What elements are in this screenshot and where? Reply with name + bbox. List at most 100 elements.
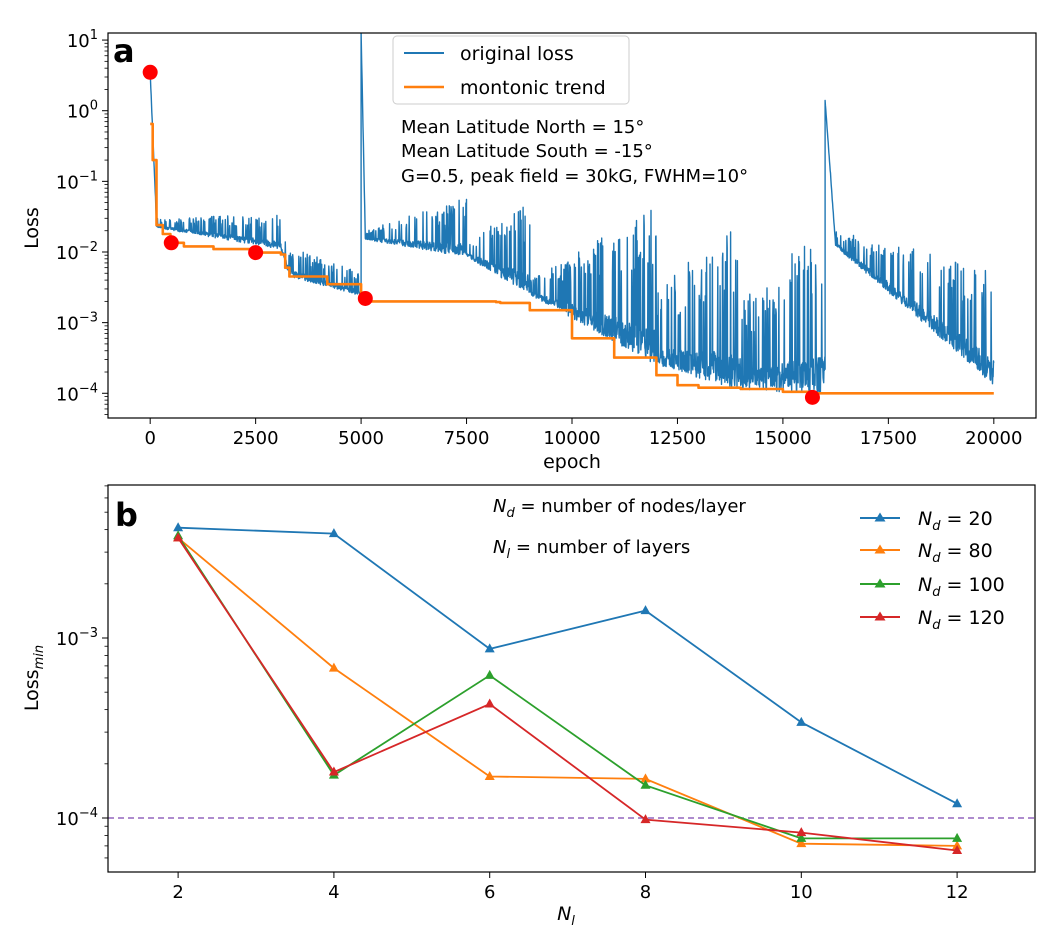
- legend-nd-100-value: = 100: [940, 574, 1004, 596]
- panel-a-x-axis: 0 2500 5000 7500 10000 12500 15000 17500 20000: [144, 418, 1022, 449]
- series-nd--100: [173, 530, 963, 842]
- legend-marker-nd-20: [874, 512, 886, 522]
- panel-b-x-tick-label: 10: [790, 882, 813, 903]
- annotation-nd-definition: Nd = number of nodes/layer: [493, 496, 746, 521]
- series-line: [177, 535, 958, 840]
- panel-b-letter: b: [115, 496, 138, 534]
- minimum-marker: [804, 389, 820, 405]
- panel-a-annotation: Mean Latitude North = 15° Mean Latitude …: [401, 117, 748, 187]
- panel-b-x-label: Nl: [557, 903, 575, 929]
- panel-a-x-label: epoch: [543, 451, 601, 473]
- annot-nd-text: = number of nodes/layer: [515, 496, 747, 517]
- panel-a-legend: original loss montonic trend: [392, 35, 630, 105]
- panel-b-y-axis: 10−3 10−4: [56, 485, 108, 859]
- data-point-marker: [796, 716, 807, 726]
- data-point-marker: [640, 814, 651, 824]
- data-point-marker: [328, 528, 339, 538]
- legend-label-nd-80: Nd = 80: [918, 540, 993, 566]
- data-point-marker: [173, 522, 184, 532]
- panel-b-annotation: Nd = number of nodes/layer Nl = number o…: [493, 496, 746, 562]
- annot-nd-sym: N: [493, 496, 506, 517]
- data-point-marker: [328, 766, 339, 776]
- series-line: [178, 526, 958, 805]
- series-nd--20: [173, 522, 963, 808]
- series-nd--80: [173, 532, 963, 850]
- annotation-field-params: G=0.5, peak field = 30kG, FWHM=10°: [401, 166, 748, 187]
- data-point-marker: [484, 698, 495, 708]
- data-point-marker: [796, 832, 807, 842]
- panel-a-x-tick-label: 15000: [754, 428, 811, 449]
- panel-a-x-tick-label: 2500: [233, 428, 279, 449]
- legend-label-original-loss: original loss: [460, 43, 574, 65]
- series-line: [177, 537, 958, 852]
- minimum-marker: [248, 245, 264, 261]
- panel-a-x-tick-label: 17500: [860, 428, 917, 449]
- data-point-marker: [952, 832, 963, 842]
- data-point-marker: [484, 669, 495, 679]
- panel-a-y-tick-label: 10−4: [56, 381, 98, 405]
- panel-a-x-tick-label: 5000: [338, 428, 384, 449]
- panel-a-y-tick-label: 10−2: [56, 240, 98, 264]
- panel-b-x-tick-label: 4: [328, 882, 339, 903]
- panel-a-y-tick-label: 10−1: [56, 169, 98, 193]
- data-point-marker: [328, 662, 339, 672]
- panel-a-x-tick-label: 12500: [649, 428, 706, 449]
- panel-a-y-axis: 101 100 10−1 10−2 10−3 10−4: [56, 28, 108, 415]
- legend-nd-80-sub: d: [932, 551, 941, 566]
- minimum-marker: [163, 235, 179, 251]
- legend-marker-nd-100: [874, 578, 886, 588]
- panel-b-x-tick-label: 8: [640, 882, 651, 903]
- panel-a-y-tick-label: 101: [67, 28, 98, 52]
- legend-nd-20-sub: d: [932, 519, 941, 534]
- series-nd--120: [173, 532, 963, 854]
- data-point-marker: [640, 773, 651, 783]
- legend-label-nd-120: Nd = 120: [918, 607, 1005, 633]
- panel-b-axes-frame: [107, 484, 1036, 873]
- legend-nd-100-sym: N: [918, 574, 932, 596]
- data-point-marker: [484, 771, 495, 781]
- panel-a-y-tick-label: 10−3: [56, 311, 98, 335]
- panel-b-x-axis: 2 4 6 8 10 12: [172, 872, 969, 903]
- panel-b-plot-area: [108, 522, 1035, 854]
- panel-b-x-tick-label: 6: [484, 882, 495, 903]
- legend-nd-80-sym: N: [918, 540, 932, 562]
- legend-nd-80-value: = 80: [940, 540, 992, 562]
- legend-label-nd-20: Nd = 20: [918, 508, 993, 534]
- panel-a-y-tick-label: 100: [67, 99, 98, 123]
- legend-nd-120-sym: N: [918, 607, 932, 629]
- y-label-subscript: min: [32, 645, 47, 670]
- annotation-nl-definition: Nl = number of layers: [493, 537, 690, 562]
- series-line: [177, 537, 958, 847]
- panel-a: 0 2500 5000 7500 10000 12500 15000 17500 20000 1…: [21, 28, 1037, 473]
- data-point-marker: [796, 827, 807, 837]
- panel-b-x-tick-label: 2: [172, 882, 183, 903]
- y-label-base: Loss: [21, 669, 43, 711]
- legend-nd-20-sym: N: [918, 508, 932, 530]
- x-label-symbol: N: [557, 903, 571, 925]
- data-point-marker: [640, 779, 651, 789]
- legend-marker-nd-120: [874, 611, 886, 621]
- data-point-marker: [484, 643, 495, 653]
- legend-nd-20-value: = 20: [940, 508, 992, 530]
- legend-label-nd-100: Nd = 100: [918, 574, 1005, 600]
- panel-a-x-tick-label: 10000: [543, 428, 600, 449]
- panel-a-x-tick-label: 7500: [444, 428, 490, 449]
- legend-marker-nd-80: [874, 544, 886, 554]
- minimum-marker: [357, 290, 373, 306]
- panel-a-letter: a: [113, 32, 135, 70]
- panel-b-x-tick-label: 12: [946, 882, 969, 903]
- data-point-marker: [952, 844, 963, 854]
- panel-a-y-label: Loss: [21, 207, 43, 249]
- minimum-marker: [142, 64, 158, 80]
- annot-nd-sub: d: [506, 506, 515, 521]
- annotation-lat-south: Mean Latitude South = -15°: [401, 141, 653, 162]
- legend-nd-100-sub: d: [932, 585, 941, 600]
- data-point-marker: [640, 605, 651, 615]
- legend-nd-120-value: = 120: [940, 607, 1004, 629]
- panel-a-x-tick-label: 0: [144, 428, 155, 449]
- panel-b-y-tick-label: 10−3: [56, 626, 98, 650]
- panel-b-legend: Nd = 20 Nd = 80 Nd = 100 Nd = 120: [860, 508, 1005, 633]
- annot-nl-sym: N: [493, 537, 506, 558]
- minima-markers: [142, 64, 820, 405]
